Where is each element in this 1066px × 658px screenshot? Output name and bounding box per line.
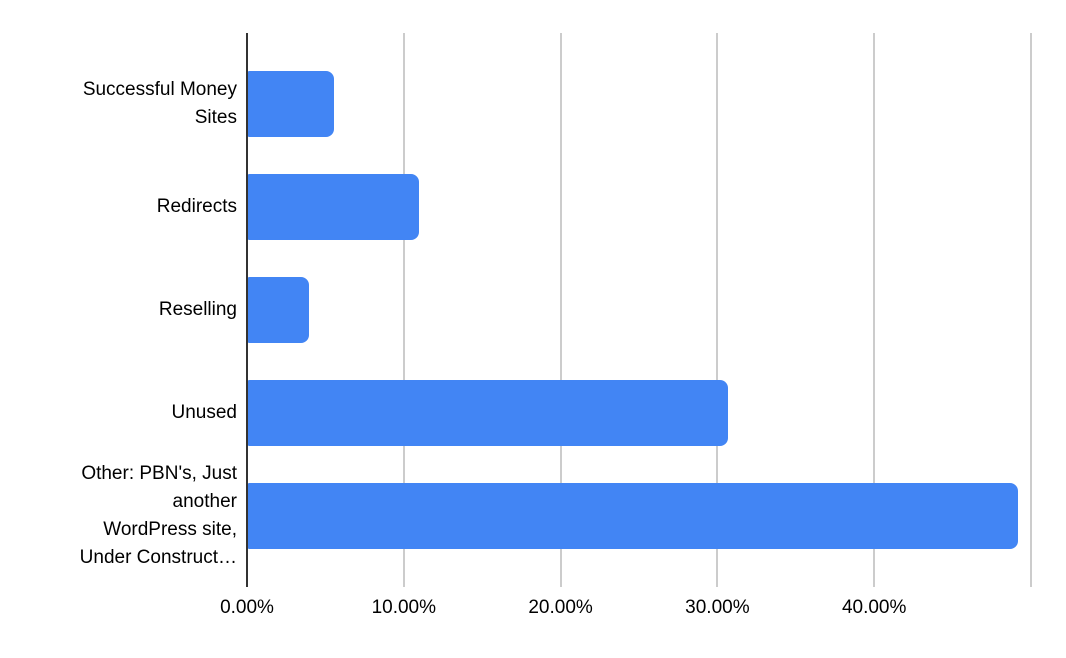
x-tick-label: 40.00% [841, 597, 907, 618]
category-label: Successful Money Sites [82, 78, 237, 128]
gridline-40pct [873, 33, 876, 587]
gridline-50pct [1030, 33, 1032, 587]
bar-redirects[interactable] [248, 173, 419, 240]
bar-row: Reselling [0, 258, 1066, 361]
bar-other-pbn-s-just-another-wordpress-site-under-construct[interactable] [248, 483, 1018, 550]
category-label: Other: PBN's, Just another WordPress sit… [79, 463, 237, 569]
x-tick-label: 20.00% [528, 597, 593, 618]
x-tick-label: 10.00% [371, 597, 437, 618]
bar-unused[interactable] [248, 380, 728, 447]
bar-successful-money-sites[interactable] [248, 70, 335, 137]
x-tick-label: 0.00% [220, 597, 274, 618]
bar-row: Redirects [0, 155, 1066, 258]
gridline-30pct [716, 33, 719, 587]
bar-row: Successful Money Sites [0, 52, 1066, 155]
gridline-10pct [402, 33, 405, 587]
bar-row: Unused [0, 362, 1066, 465]
bar-reselling[interactable] [248, 276, 310, 343]
x-tick-label: 30.00% [685, 597, 750, 618]
category-label: Reselling [158, 298, 237, 320]
category-label: Unused [171, 402, 238, 424]
category-label: Redirects [156, 195, 237, 217]
gridline-20pct [559, 33, 562, 587]
bar-row: Other: PBN's, Just another WordPress sit… [0, 463, 1066, 568]
y-axis-line [246, 33, 248, 587]
